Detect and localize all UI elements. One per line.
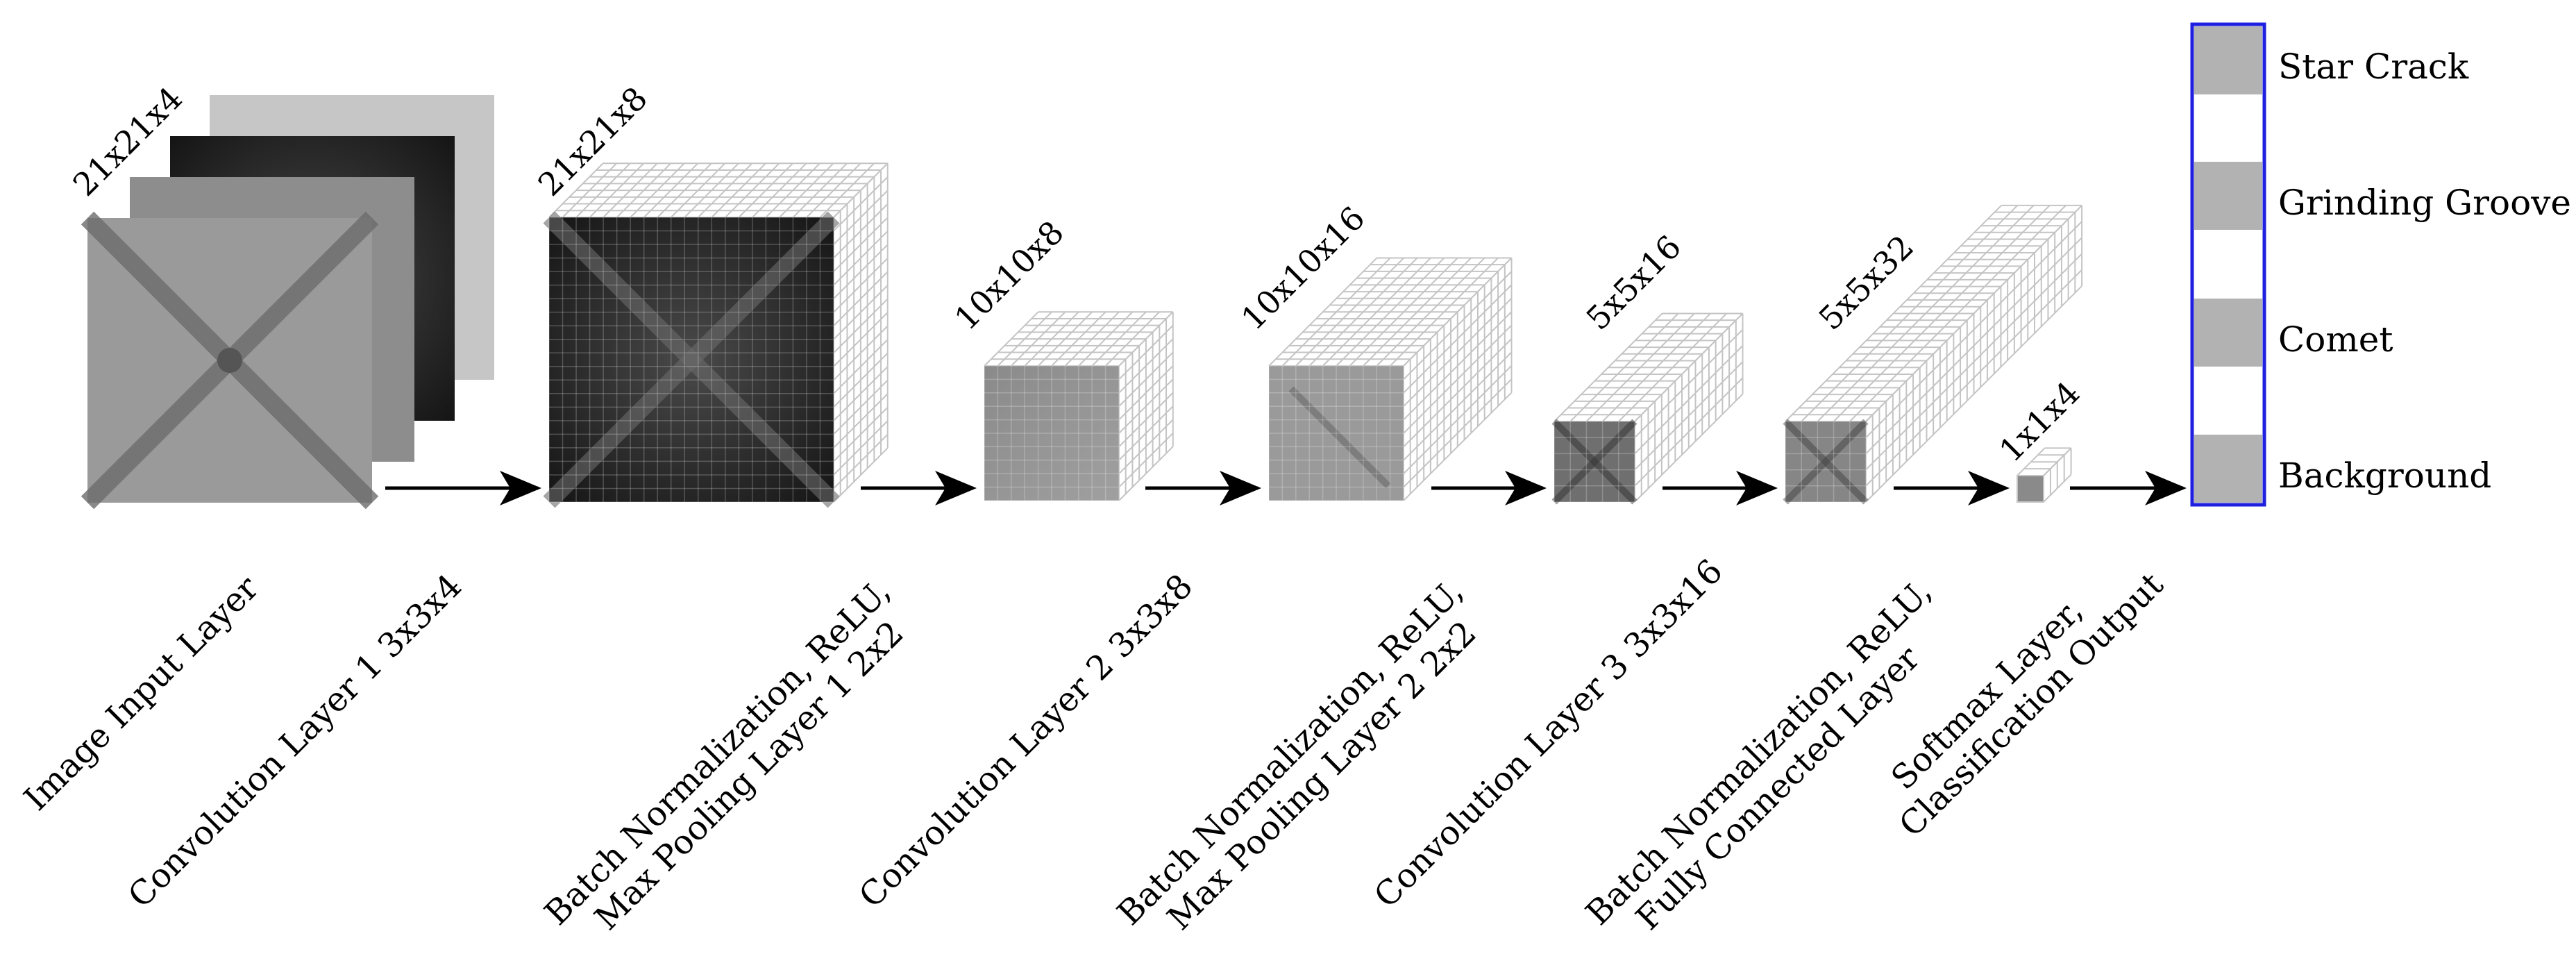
layer-label-bn-pool2: Batch Normalization, ReLU, Max Pooling L… — [1110, 572, 1484, 938]
output-cell-comet — [2194, 299, 2262, 367]
feature-map-3-dims-label: 10x10x16 — [1234, 199, 1372, 337]
layer-label-line: Batch Normalization, ReLU, — [537, 572, 898, 933]
output-vector-frame — [2190, 22, 2266, 507]
output-vector — [2190, 22, 2266, 507]
feature-map-6-front — [2017, 475, 2044, 503]
layer-label-conv1: Convolution Layer 1 3x3x4 — [121, 567, 469, 915]
feature-map-1-front — [543, 211, 840, 508]
layer-label-line: Fully Connected Layer — [1628, 639, 1927, 937]
class-label-background: Background — [2278, 455, 2491, 496]
layer-label-conv2: Convolution Layer 2 3x3x8 — [852, 567, 1200, 915]
feature-map-2-front — [984, 365, 1120, 501]
class-label-star-crack: Star Crack — [2278, 47, 2469, 87]
class-label-grinding-groove: Grinding Groove — [2278, 183, 2571, 223]
layer-label-line: Classification Output — [1892, 565, 2171, 844]
output-cell-star-crack — [2194, 26, 2262, 94]
layer-label-line: Convolution Layer 1 3x3x4 — [121, 567, 469, 915]
output-cell-grinding-groove — [2194, 162, 2262, 230]
layer-label-line: Max Pooling Layer 2 2x2 — [1160, 614, 1484, 938]
output-cell-background — [2194, 435, 2262, 503]
feature-map-6-cube — [2017, 447, 2072, 503]
feature-map-4-front — [1551, 419, 1638, 505]
feature-map-5-cube — [1785, 204, 2083, 503]
feature-map-3-front — [1268, 365, 1404, 501]
class-label-comet: Comet — [2278, 319, 2393, 360]
feature-map-5-front — [1783, 419, 1869, 505]
input-layer-stack — [81, 95, 494, 510]
layer-label-line: Convolution Layer 2 3x3x8 — [852, 567, 1200, 915]
feature-map-3-cube — [1268, 257, 1513, 501]
input-channel-1 — [81, 211, 379, 510]
